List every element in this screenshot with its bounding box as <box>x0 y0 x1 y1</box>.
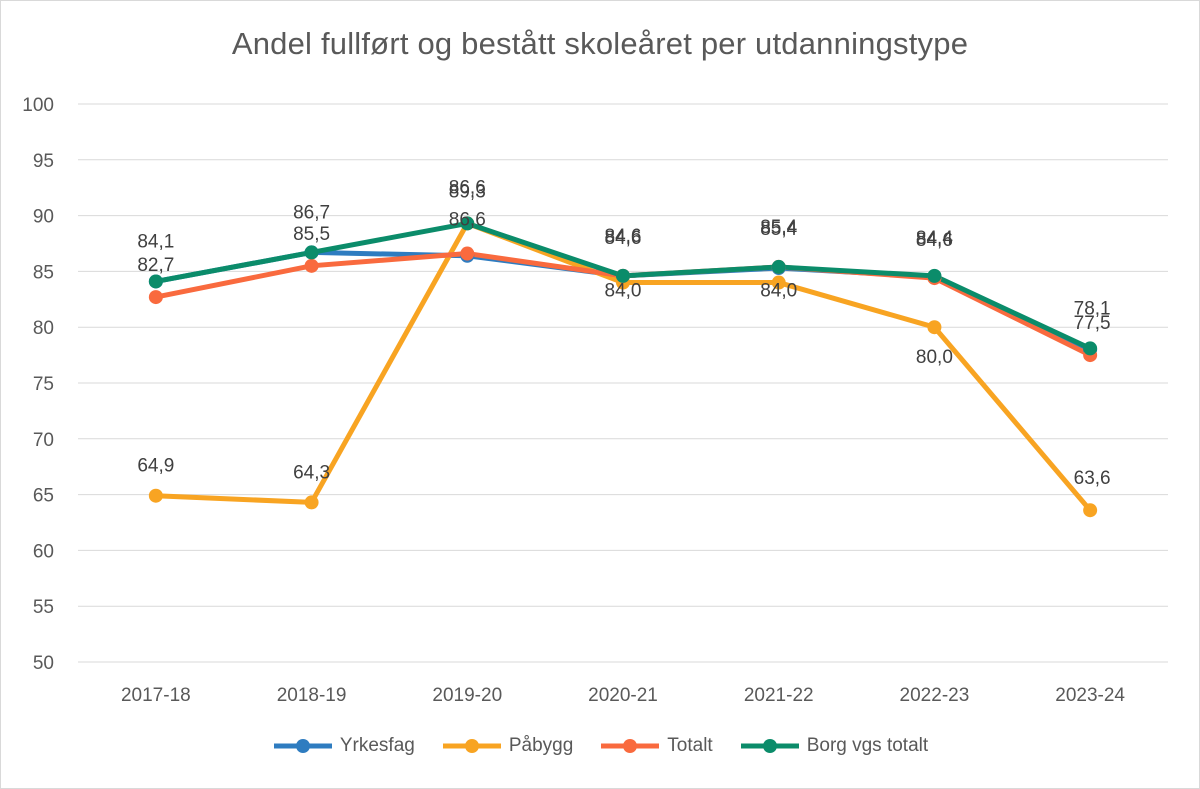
data-label: 84,6 <box>916 230 953 251</box>
legend-item: Yrkesfag <box>272 735 415 757</box>
data-label: 85,4 <box>760 219 797 240</box>
data-point <box>148 290 163 305</box>
data-label: 85,5 <box>293 224 330 245</box>
x-tick-label: 2020-21 <box>588 685 658 706</box>
legend-item: Påbygg <box>441 735 573 757</box>
data-label: 84,1 <box>137 231 174 252</box>
legend-item: Borg vgs totalt <box>739 735 928 757</box>
data-point <box>460 216 475 231</box>
y-tick-label: 90 <box>33 207 54 228</box>
x-tick-label: 2023-24 <box>1055 685 1125 706</box>
x-tick-label: 2019-20 <box>432 685 502 706</box>
data-point <box>304 495 319 510</box>
chart-title: Andel fullført og bestått skoleåret per … <box>231 26 969 61</box>
data-point <box>616 268 630 283</box>
data-label: 84,4 <box>916 228 953 249</box>
data-label: 78,1 <box>1074 298 1111 319</box>
series-markers <box>148 216 1098 518</box>
data-label: 86,7 <box>293 202 330 223</box>
x-tick-label: 2022-23 <box>900 685 970 706</box>
data-label: 77,5 <box>1074 313 1111 334</box>
data-point <box>1083 341 1098 356</box>
y-tick-label: 70 <box>33 430 54 451</box>
data-label: 86,6 <box>449 177 486 198</box>
y-tick-label: 95 <box>33 151 54 172</box>
data-point <box>148 274 163 289</box>
data-label: 82,7 <box>137 255 174 276</box>
legend-swatch <box>601 739 660 753</box>
y-tick-label: 55 <box>33 597 54 618</box>
data-point <box>460 246 475 261</box>
legend-swatch <box>442 739 501 753</box>
data-label: 63,6 <box>1074 468 1111 489</box>
data-point <box>1083 503 1098 518</box>
y-tick-label: 60 <box>33 541 54 562</box>
data-point <box>148 488 163 503</box>
data-label: 64,9 <box>137 456 174 477</box>
legend-marker <box>623 739 638 753</box>
data-label: 86,6 <box>449 210 486 231</box>
y-tick-label: 80 <box>33 318 54 339</box>
x-tick-label: 2021-22 <box>744 685 814 706</box>
x-tick-label: 2017-18 <box>121 685 191 706</box>
legend-marker <box>762 739 777 753</box>
data-point <box>771 259 786 274</box>
legend-label: Påbygg <box>508 735 574 756</box>
y-tick-label: 50 <box>33 653 54 674</box>
y-tick-label: 65 <box>33 486 54 507</box>
x-tick-label: 2018-19 <box>277 685 347 706</box>
y-tick-label: 75 <box>33 374 54 395</box>
legend-label: Yrkesfag <box>339 735 415 756</box>
data-label: 85,4 <box>760 217 797 238</box>
data-labels: 64,9 64,3 89,3 84,0 84,0 80,0 63,6 82,7 85,5 86,6… <box>137 177 1110 489</box>
data-label: 64,3 <box>293 462 330 483</box>
data-label: 84,6 <box>605 228 642 249</box>
legend-swatch <box>740 739 799 753</box>
data-point <box>304 258 319 273</box>
legend-swatch <box>273 739 332 753</box>
data-point <box>927 320 942 335</box>
y-tick-label: 85 <box>33 262 54 283</box>
legend-marker <box>464 739 479 753</box>
data-label: 80,0 <box>916 347 953 368</box>
legend: Yrkesfag Påbygg Totalt Borg vgs totalt <box>0 735 1200 757</box>
legend-item: Totalt <box>599 735 713 757</box>
x-axis-ticks: 2017-18 2018-19 2019-20 2020-21 2021-22 2022-… <box>121 685 1125 706</box>
data-label: 84,6 <box>605 226 642 247</box>
data-label: 84,0 <box>760 281 797 302</box>
legend-label: Borg vgs totalt <box>806 735 929 756</box>
data-point <box>927 268 942 283</box>
gridlines <box>78 103 1168 663</box>
series-line-totalt <box>153 251 1093 358</box>
data-point <box>771 275 786 290</box>
y-tick-label: 100 <box>22 95 54 116</box>
data-label: 84,0 <box>605 281 642 302</box>
legend-label: Totalt <box>667 735 713 756</box>
y-axis-ticks: 100 95 90 85 80 75 70 65 60 55 50 <box>22 95 54 674</box>
data-point <box>304 245 319 260</box>
legend-marker <box>295 739 310 753</box>
data-label: 89,3 <box>449 181 486 202</box>
